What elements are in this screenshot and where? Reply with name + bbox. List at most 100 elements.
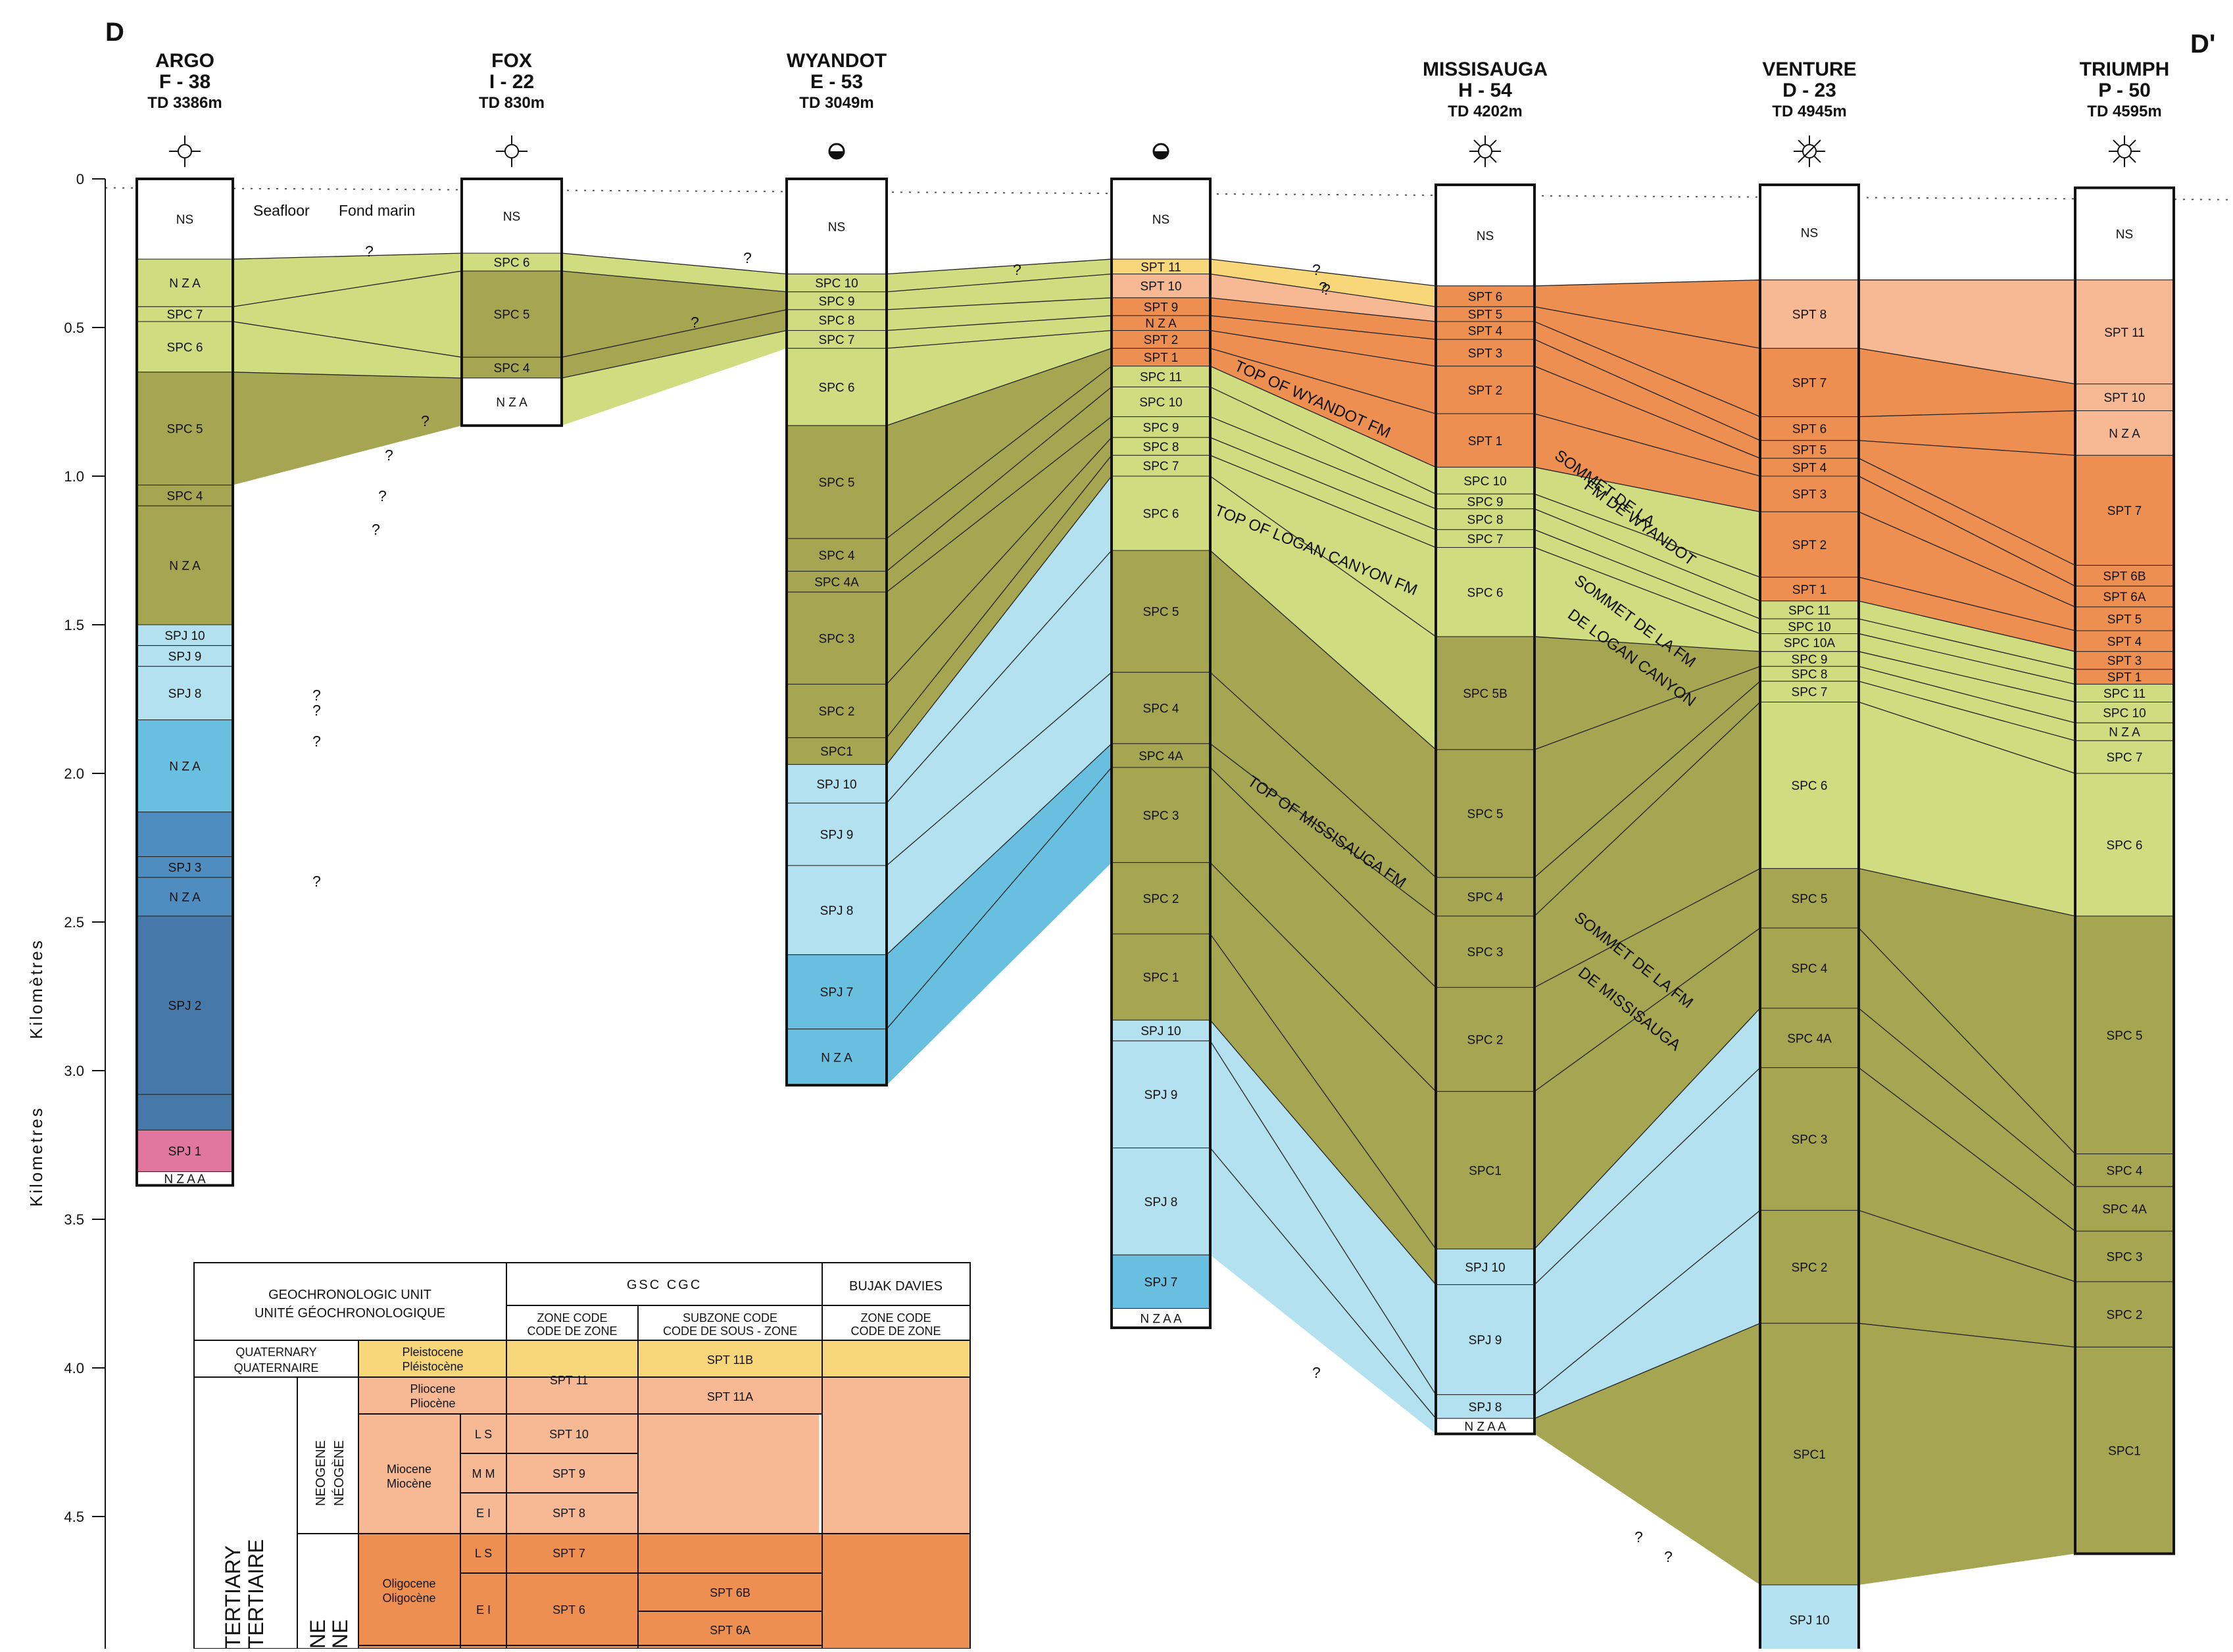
correlation-line [1858,440,2076,456]
correlation-line [1534,279,1761,287]
zone-label: NS [1477,230,1494,243]
zone-label: SPC 6 [819,381,855,395]
correlation-band [1859,681,2075,773]
correlation-line [1858,618,2076,670]
correlation-band [887,179,1112,274]
zone-label: SPT 6 [1792,423,1827,437]
zone-cell [1435,508,1535,530]
axis-title-en: Kilometres [26,1106,46,1207]
zone-cell [1759,927,1859,1009]
correlation-line [1858,651,2076,703]
uncertain-mark: ? [312,687,321,704]
axis-title-fr: Kilomètres [26,938,46,1039]
correlation-band [1534,279,1760,349]
correlation-band [562,330,787,426]
zone-cell [1111,743,1211,768]
well-frame [2074,186,2175,1555]
correlation-band [1534,494,1760,601]
uncertain-mark: ? [372,521,380,538]
zone-cell [1111,348,1211,367]
zone-label: SPJ 9 [1144,1088,1178,1102]
zone-label: SPC 4A [2102,1203,2147,1217]
zone-cell [136,812,233,858]
uncertain-mark: ? [378,487,387,504]
correlation-line [886,329,1112,349]
zone-label: SPC 4 [1792,962,1828,976]
zone-cell [1111,274,1211,299]
correlation-band [1534,339,1760,458]
legend-subzone-en: SUBZONE CODE [683,1311,777,1324]
legend-zone-code-fr: CODE DE ZONE [527,1324,617,1338]
zone-label: SPT 7 [1792,377,1827,391]
zone-cell [1759,475,1859,512]
zone-label: SPC 5 [1467,808,1504,821]
legend-paleogene-partial-fr: NE [328,1620,352,1649]
correlation-line [1858,681,2076,741]
zone-label: SPC 6 [2107,838,2143,852]
zone-cell [1759,440,1859,459]
correlation-line [886,297,1112,310]
correlation-line [1534,636,1761,652]
zone-label: SPT 1 [1792,583,1827,597]
zone-label: N Z A [169,560,201,573]
gas-well-abandoned-icon [1794,135,1825,167]
correlation-band [887,330,1112,426]
legend-tertiary-en: TERTIARY [221,1545,245,1649]
zone-label: SPT 10 [1140,280,1181,294]
correlation-line [1210,1019,1436,1285]
well-name: MISSISAUGA [1423,59,1548,80]
zone-cell [1759,577,1859,602]
zone-cell [2074,1281,2174,1348]
zone-cell [2074,630,2174,652]
zone-label: SPT 11 [1141,260,1181,274]
legend-quaternary-en: QUATERNARY [235,1346,316,1359]
zone-label: SPJ 10 [816,778,856,792]
correlation-line [1210,273,1436,308]
correlation-line [1210,329,1436,367]
uncertain-marks: ?????????????????? [312,243,1673,1565]
uncertain-mark: ? [1634,1528,1643,1545]
correlation-band [1859,348,2075,417]
zone-label: SPC 5 [1792,892,1828,906]
correlation-band [233,321,462,378]
correlation-line [886,743,1112,956]
correlation-line [1210,671,1436,878]
correlation-band [887,455,1112,765]
zone-cell [2074,915,2174,1155]
zone-label: SPC 7 [1143,460,1179,474]
legend-tertiary-fr: TERTIAIRE [244,1539,268,1649]
legend-oligocene-en: Oligocene [382,1577,435,1590]
well-frame [1110,178,1212,1329]
zone-cell [1435,915,1535,988]
zone-label: SPT 6B [2103,570,2146,583]
zone-cell [1759,600,1859,620]
zone-label: N Z A [1145,317,1177,331]
correlation-line [1858,701,2076,774]
correlation-band [1859,577,2075,652]
zone-label: SPC 10 [815,277,858,291]
zone-label: SPC 3 [1467,946,1504,960]
correlation-line [1210,743,1436,917]
uncertain-mark: ? [1013,261,1021,278]
correlation-band [1210,366,1436,495]
zone-cell [1435,636,1535,750]
zone-cell [136,1094,233,1130]
zone-cell [786,954,887,1030]
zone-label: SPC 2 [1467,1034,1504,1048]
axis-tick-label: 2.5 [64,914,84,931]
correlation-band [1859,633,2075,702]
correlation-line [1858,927,2076,1155]
zone-label: SPC 4 [494,362,530,376]
well-name: FOX [491,50,532,72]
legend-table: GEOCHRONOLOGIC UNIT UNITÉ GÉOCHRONOLOGIQ… [193,1262,971,1649]
zone-cell [1435,1394,1535,1419]
zone-label: SPC 5 [2107,1029,2143,1043]
correlation-line [1534,1209,1761,1396]
correlation-line [1210,454,1436,548]
zone-label: N Z A [2109,726,2140,740]
well-td: TD 4202m [1448,103,1522,120]
well-column: NS SPC 6 SPC 5 SPC 4 N Z A [460,178,563,427]
zone-label: SPJ 2 [168,1000,202,1013]
correlation-band [1534,508,1760,619]
zone-label: SPJ 7 [1144,1276,1178,1290]
